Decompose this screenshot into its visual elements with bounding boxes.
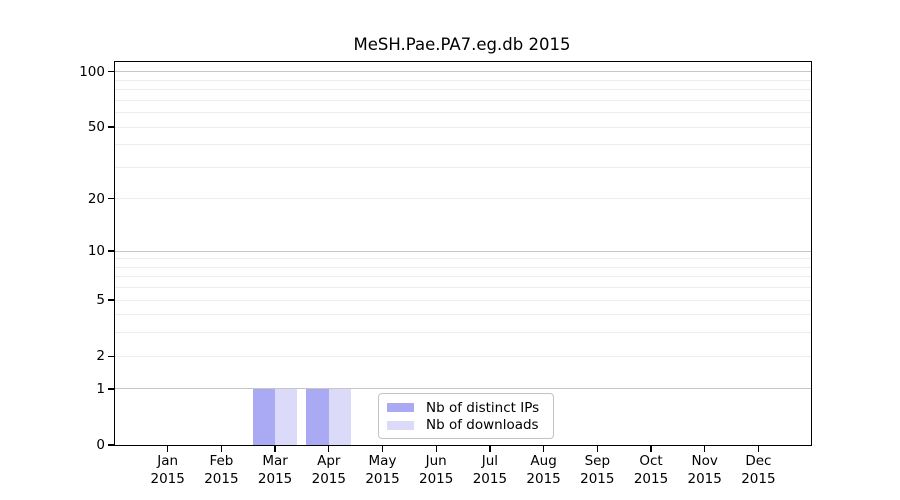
y-tick-1 (107, 388, 114, 390)
minor-gridline-y70 (115, 99, 811, 101)
major-gridline-y10 (115, 250, 811, 252)
major-gridline-y100 (115, 71, 811, 73)
y-tick-label-0: 0 (96, 437, 105, 453)
x-tick-label-oct: Oct 2015 (633, 453, 669, 487)
y-tick-2 (107, 355, 114, 357)
bar-nb-of-downloads-mar (275, 388, 298, 445)
bar-nb-of-distinct-ips-mar (252, 388, 276, 445)
y-tick-0 (107, 444, 114, 446)
major-gridline-y1 (115, 388, 811, 390)
minor-gridline-y2 (115, 355, 811, 357)
legend-label-downloads: Nb of downloads (426, 417, 539, 434)
legend-item-downloads: Nb of downloads (387, 417, 545, 435)
y-tick-label-10: 10 (87, 243, 105, 260)
x-tick-label-jun: Jun 2015 (419, 453, 454, 487)
legend-item-distinct-ips: Nb of distinct IPs (387, 399, 545, 417)
x-tick-label-aug: Aug 2015 (526, 453, 561, 487)
bar-nb-of-distinct-ips-apr (306, 388, 329, 445)
x-tick-label-nov: Nov 2015 (687, 453, 722, 487)
y-tick-10 (107, 250, 114, 252)
x-tick-label-may: May 2015 (365, 453, 400, 487)
minor-gridline-y80 (115, 89, 811, 91)
x-tick-sep (596, 446, 598, 452)
x-tick-label-apr: Apr 2015 (311, 453, 346, 487)
x-tick-label-jan: Jan 2015 (150, 453, 185, 487)
y-tick-5 (107, 299, 114, 301)
x-tick-label-sep: Sep 2015 (580, 453, 615, 487)
x-tick-label-dec: Dec 2015 (741, 453, 776, 487)
minor-gridline-y5 (115, 299, 811, 301)
minor-gridline-y6 (115, 287, 811, 289)
x-tick-feb (220, 446, 223, 452)
plot-area: Nb of distinct IPs Nb of downloads 0 1 2 5 1… (79, 61, 812, 487)
x-tick-may (381, 446, 384, 452)
y-tick-label-5: 5 (96, 292, 105, 309)
minor-gridline-y7 (115, 276, 811, 278)
y-tick-label-1: 1 (96, 380, 105, 397)
y-tick-20 (107, 198, 114, 200)
minor-gridline-y60 (115, 112, 811, 114)
minor-gridline-y8 (115, 266, 811, 268)
x-tick-label-mar: Mar 2015 (257, 453, 293, 487)
minor-gridline-y90 (115, 79, 811, 81)
y-tick-label-2: 2 (96, 348, 105, 365)
x-tick-aug (542, 446, 545, 452)
x-tick-oct (650, 446, 652, 452)
minor-gridline-y3 (115, 332, 811, 334)
legend: Nb of distinct IPs Nb of downloads (378, 393, 554, 439)
x-tick-nov (704, 446, 706, 452)
minor-gridline-y9 (115, 258, 811, 260)
y-tick-label-100: 100 (79, 63, 105, 80)
x-tick-jan (167, 446, 169, 452)
x-tick-mar (274, 446, 276, 452)
minor-gridline-y50 (115, 126, 811, 128)
y-tick-100 (107, 71, 114, 73)
bar-nb-of-downloads-apr (328, 388, 352, 445)
x-tick-dec (757, 446, 760, 452)
x-tick-apr (328, 446, 330, 452)
minor-gridline-y20 (115, 198, 811, 200)
y-tick-label-50: 50 (87, 119, 105, 136)
chart-title: MeSH.Pae.PA7.eg.db 2015 (353, 35, 571, 54)
minor-gridline-y40 (115, 144, 811, 146)
x-tick-label-jul: Jul 2015 (472, 453, 508, 487)
x-tick-jun (435, 446, 437, 452)
legend-swatch-downloads (387, 420, 414, 430)
legend-label-distinct-ips: Nb of distinct IPs (426, 399, 540, 416)
minor-gridline-y4 (115, 314, 811, 316)
y-tick-label-20: 20 (87, 190, 105, 207)
y-tick-50 (107, 126, 114, 128)
x-tick-label-feb: Feb 2015 (204, 453, 239, 487)
legend-swatch-distinct-ips (387, 403, 414, 413)
x-tick-jul (489, 446, 491, 452)
minor-gridline-y30 (115, 166, 811, 168)
